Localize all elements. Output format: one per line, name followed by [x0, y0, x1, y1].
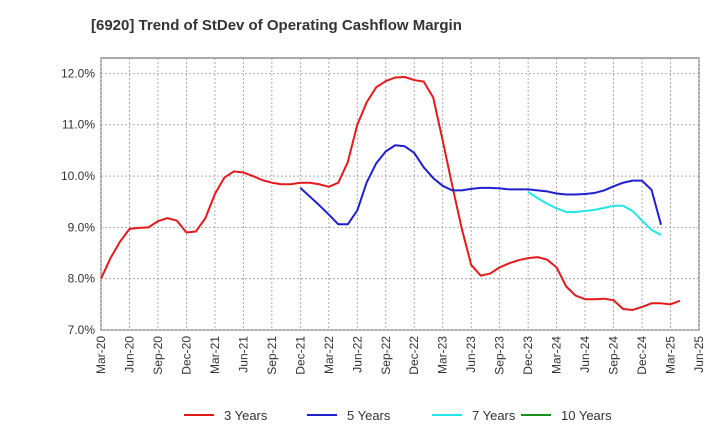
x-tick-label: Dec-23 [521, 336, 535, 375]
x-tick-label: Jun-20 [122, 336, 136, 373]
y-tick-label: 11.0% [62, 118, 95, 132]
x-tick-label: Dec-20 [179, 336, 193, 375]
x-tick-label: Sep-23 [493, 336, 507, 375]
y-tick-label: 7.0% [68, 323, 96, 337]
x-tick-label: Mar-25 [664, 336, 678, 374]
legend-label: 10 Years [561, 408, 612, 423]
x-tick-label: Dec-24 [635, 336, 649, 375]
x-tick-label: Sep-20 [151, 336, 165, 375]
legend-label: 5 Years [347, 408, 391, 423]
legend-item[interactable]: 5 Years [307, 408, 391, 423]
x-tick-label: Jun-22 [350, 336, 364, 373]
x-tick-label: Mar-24 [550, 336, 564, 374]
x-tick-label: Mar-20 [94, 336, 108, 374]
plot-area [100, 57, 700, 331]
legend[interactable]: 3 Years 5 Years 7 Years 10 Years [184, 408, 612, 423]
x-tick-label: Dec-21 [293, 336, 307, 375]
x-tick-label: Jun-25 [692, 336, 706, 373]
x-tick-label: Sep-21 [265, 336, 279, 375]
x-axis-ticks: Mar-20 Jun-20 Sep-20 Dec-20 Mar-21 Jun-21 Sep-… [94, 336, 706, 375]
legend-item[interactable]: 3 Years [184, 408, 268, 423]
x-tick-label: Jun-24 [578, 336, 592, 373]
series-lines [100, 75, 681, 311]
x-tick-label: Dec-22 [407, 336, 421, 375]
legend-item[interactable]: 10 Years [521, 408, 612, 423]
legend-label: 3 Years [224, 408, 268, 423]
x-tick-label: Mar-23 [436, 336, 450, 374]
y-tick-label: 9.0% [68, 220, 96, 234]
chart-title: [6920] Trend of StDev of Operating Cashf… [91, 17, 462, 34]
x-tick-label: Mar-22 [322, 336, 336, 374]
y-tick-label: 12.0% [61, 66, 95, 80]
series-line-7-years [527, 191, 662, 236]
y-tick-label: 8.0% [68, 272, 96, 286]
x-tick-label: Sep-22 [379, 336, 393, 375]
legend-item[interactable]: 7 Years [432, 408, 516, 423]
y-axis-ticks: 7.0% 8.0% 9.0% 10.0% 11.0% 12.0% [61, 66, 95, 337]
y-tick-label: 10.0% [61, 169, 95, 183]
x-tick-label: Sep-24 [607, 336, 621, 375]
x-tick-label: Jun-23 [464, 336, 478, 373]
legend-label: 7 Years [472, 408, 516, 423]
series-line-5-years [299, 144, 662, 226]
series-line-3-years [100, 75, 681, 311]
x-tick-label: Jun-21 [236, 336, 250, 373]
x-tick-label: Mar-21 [208, 336, 222, 374]
